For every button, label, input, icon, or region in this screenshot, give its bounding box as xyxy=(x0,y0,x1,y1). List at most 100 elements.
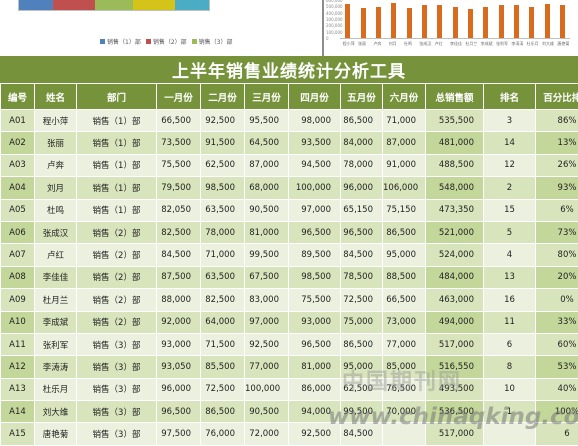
table-cell[interactable]: 3 xyxy=(484,110,536,132)
table-cell[interactable]: 95,500 xyxy=(245,110,289,132)
table-cell[interactable]: 销售（2）部 xyxy=(77,266,157,288)
table-cell[interactable]: 99,500 xyxy=(245,244,289,266)
table-cell[interactable]: 6% xyxy=(536,199,578,221)
table-cell[interactable]: A15 xyxy=(1,423,35,445)
table-cell[interactable]: 93,000 xyxy=(289,311,341,333)
table-cell[interactable]: 64,500 xyxy=(245,132,289,154)
table-cell[interactable]: 493,500 xyxy=(426,378,484,400)
table-cell[interactable]: 刘大维 xyxy=(35,401,77,423)
table-cell[interactable]: 71,000 xyxy=(201,244,245,266)
table-cell[interactable]: 94,500 xyxy=(289,154,341,176)
column-header[interactable]: 五月份 xyxy=(341,84,383,110)
table-cell[interactable]: 68,000 xyxy=(245,177,289,199)
column-header[interactable]: 二月份 xyxy=(201,84,245,110)
table-cell[interactable]: 481,000 xyxy=(426,132,484,154)
table-cell[interactable]: 93% xyxy=(536,177,578,199)
table-cell[interactable]: 92,000 xyxy=(157,311,201,333)
table-cell[interactable]: 张丽 xyxy=(35,132,77,154)
table-cell[interactable]: A05 xyxy=(1,199,35,221)
table-cell[interactable]: 67,500 xyxy=(245,266,289,288)
table-cell[interactable]: A03 xyxy=(1,154,35,176)
table-cell[interactable]: 81,000 xyxy=(245,221,289,243)
table-cell[interactable]: 程小萍 xyxy=(35,110,77,132)
table-cell[interactable]: 84,500 xyxy=(341,423,383,445)
table-cell[interactable]: 70,000 xyxy=(383,401,426,423)
table-cell[interactable]: 13 xyxy=(484,266,536,288)
table-cell[interactable]: A07 xyxy=(1,244,35,266)
table-cell[interactable]: 26% xyxy=(536,154,578,176)
table-cell[interactable]: 98,000 xyxy=(289,110,341,132)
table-cell[interactable]: 销售（2）部 xyxy=(77,311,157,333)
table-cell[interactable]: 14 xyxy=(484,132,536,154)
table-cell[interactable]: 92,500 xyxy=(201,110,245,132)
table-cell[interactable]: 73% xyxy=(536,221,578,243)
table-cell[interactable]: 86,500 xyxy=(341,333,383,355)
table-cell[interactable]: 销售（1）部 xyxy=(77,199,157,221)
table-cell[interactable]: 76,500 xyxy=(383,378,426,400)
table-cell[interactable]: 杜乐月 xyxy=(35,378,77,400)
table-cell[interactable]: 488,500 xyxy=(426,154,484,176)
table-cell[interactable]: 张成汉 xyxy=(35,221,77,243)
table-cell[interactable]: 杜月兰 xyxy=(35,289,77,311)
table-cell[interactable]: 87,500 xyxy=(157,266,201,288)
table-cell[interactable] xyxy=(383,423,426,445)
stacked-bar-chart[interactable]: 销售（1）部销售（2）部销售（3）部 xyxy=(0,0,318,56)
table-cell[interactable]: 销售（1）部 xyxy=(77,132,157,154)
table-cell[interactable]: 463,000 xyxy=(426,289,484,311)
table-cell[interactable]: A11 xyxy=(1,333,35,355)
table-cell[interactable]: 91,500 xyxy=(201,132,245,154)
table-cell[interactable]: 517,000 xyxy=(426,423,484,445)
table-cell[interactable]: 16 xyxy=(484,289,536,311)
table-cell[interactable]: 75,500 xyxy=(289,289,341,311)
table-cell[interactable]: 72,000 xyxy=(245,423,289,445)
table-cell[interactable]: 84,500 xyxy=(157,244,201,266)
table-cell[interactable]: 93,050 xyxy=(157,356,201,378)
table-cell[interactable]: 李涛涛 xyxy=(35,356,77,378)
table-cell[interactable]: 62,500 xyxy=(341,378,383,400)
table-cell[interactable]: 89,500 xyxy=(289,244,341,266)
table-cell[interactable]: 84,500 xyxy=(341,244,383,266)
table-cell[interactable]: 92,500 xyxy=(289,423,341,445)
table-cell[interactable]: 100,000 xyxy=(245,378,289,400)
table-cell[interactable]: 75,000 xyxy=(341,311,383,333)
table-cell[interactable]: 100,000 xyxy=(289,177,341,199)
table-cell[interactable]: 93,500 xyxy=(289,132,341,154)
table-cell[interactable]: 53% xyxy=(536,356,578,378)
table-cell[interactable]: 96,500 xyxy=(289,333,341,355)
table-cell[interactable]: A08 xyxy=(1,266,35,288)
table-cell[interactable]: 刘月 xyxy=(35,177,77,199)
table-cell[interactable]: 88,500 xyxy=(383,266,426,288)
table-cell[interactable]: 销售（2）部 xyxy=(77,221,157,243)
table-cell[interactable]: 销售（3）部 xyxy=(77,378,157,400)
table-cell[interactable]: 64,000 xyxy=(201,311,245,333)
table-cell[interactable]: 96,000 xyxy=(341,177,383,199)
table-cell[interactable]: 40% xyxy=(536,378,578,400)
column-header[interactable]: 排名 xyxy=(484,84,536,110)
table-cell[interactable]: 524,000 xyxy=(426,244,484,266)
table-cell[interactable]: 杜鸣 xyxy=(35,199,77,221)
table-cell[interactable]: 8 xyxy=(484,356,536,378)
table-cell[interactable]: 15 xyxy=(484,199,536,221)
column-header[interactable]: 百分比排名 xyxy=(536,84,578,110)
table-cell[interactable]: 90,500 xyxy=(245,199,289,221)
table-cell[interactable]: 77,000 xyxy=(383,333,426,355)
table-cell[interactable]: 86,500 xyxy=(383,221,426,243)
table-cell[interactable]: 20% xyxy=(536,266,578,288)
table-cell[interactable]: 6 xyxy=(484,333,536,355)
table-cell[interactable]: 521,000 xyxy=(426,221,484,243)
table-cell[interactable]: 85,500 xyxy=(201,356,245,378)
table-cell[interactable]: 494,000 xyxy=(426,311,484,333)
table-cell[interactable]: 66,500 xyxy=(157,110,201,132)
table-cell[interactable]: 62,500 xyxy=(201,154,245,176)
table-cell[interactable] xyxy=(484,423,536,445)
table-cell[interactable]: 100% xyxy=(536,401,578,423)
table-cell[interactable]: 2 xyxy=(484,177,536,199)
column-header[interactable]: 编号 xyxy=(1,84,35,110)
table-cell[interactable]: 96,500 xyxy=(289,221,341,243)
table-cell[interactable]: 517,000 xyxy=(426,333,484,355)
column-header[interactable]: 部门 xyxy=(77,84,157,110)
table-cell[interactable]: 98,500 xyxy=(289,266,341,288)
table-cell[interactable]: 484,000 xyxy=(426,266,484,288)
table-cell[interactable]: 销售（1）部 xyxy=(77,154,157,176)
